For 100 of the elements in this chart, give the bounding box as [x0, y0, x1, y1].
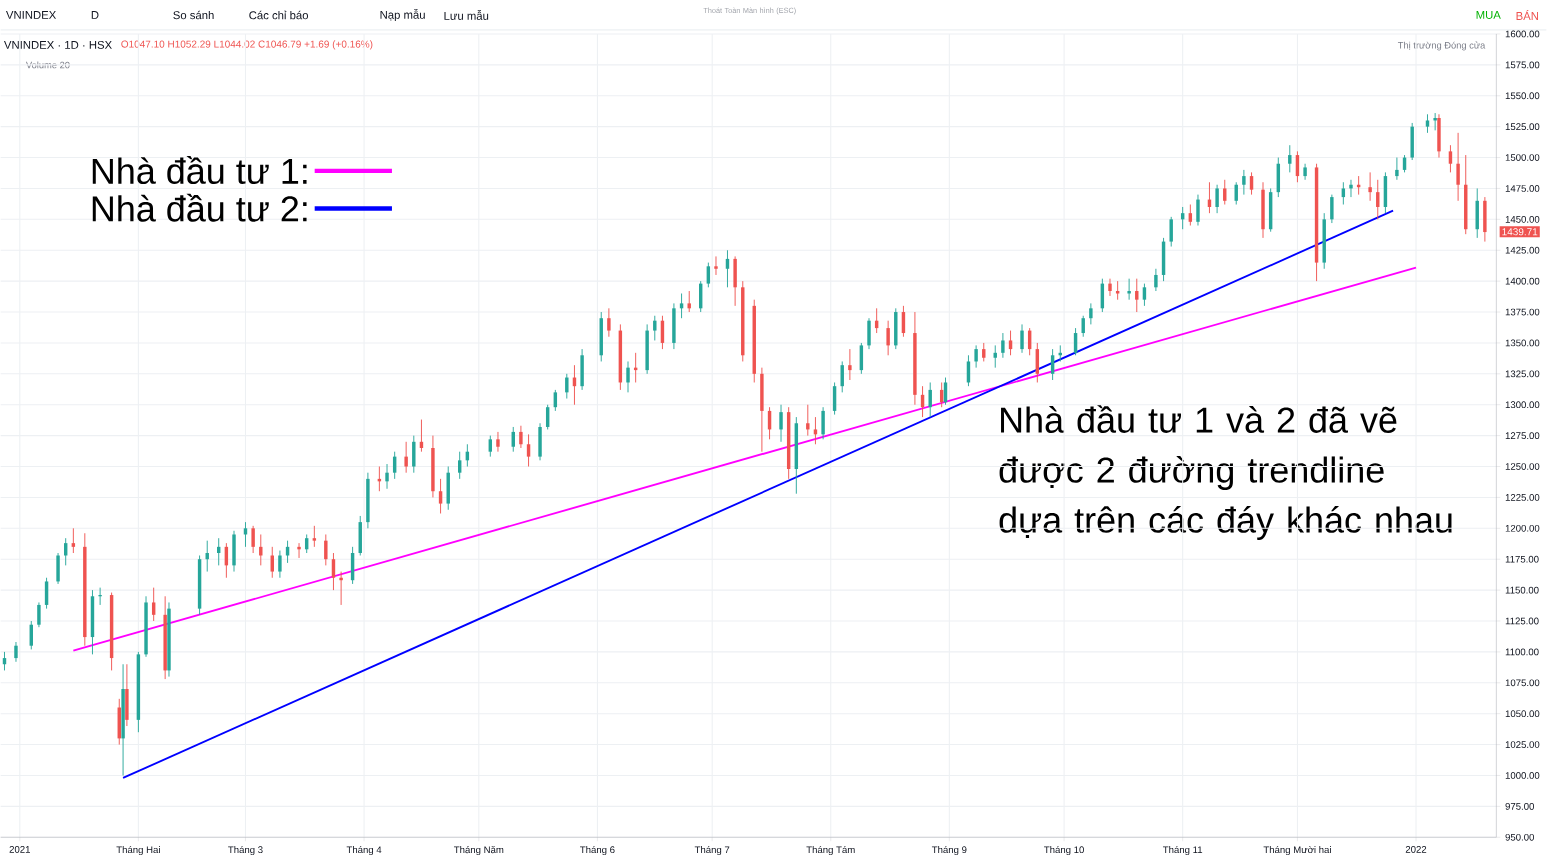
- candlestick: [1303, 163, 1307, 181]
- candlestick: [1368, 171, 1372, 202]
- candlestick: [779, 404, 783, 443]
- x-tick-label: Tháng Tám: [806, 845, 855, 855]
- y-tick-label: 1025.00: [1505, 741, 1540, 748]
- candlestick: [1169, 216, 1173, 247]
- candlestick: [251, 525, 255, 554]
- candlestick: [848, 348, 852, 381]
- x-tick-label: Tháng Năm: [453, 845, 504, 855]
- annotation: Thị trường Đóng cửa: [1397, 41, 1486, 51]
- y-tick-label: 1150.00: [1505, 586, 1539, 594]
- text: VNINDEX: [5, 10, 57, 19]
- legend-label: Nhà đầu tư 2:: [92, 193, 307, 222]
- text: 1439.71: [1502, 228, 1538, 236]
- y-tick-label: 1175.00: [1505, 555, 1539, 563]
- x-tick-label: Tháng 11: [1162, 845, 1203, 855]
- candlestick: [457, 451, 462, 480]
- candlestick: [1288, 144, 1292, 173]
- y-tick-label: 1000.00: [1505, 771, 1540, 779]
- candlestick: [404, 441, 408, 474]
- candlestick: [607, 307, 611, 338]
- y-tick-label: 1325.00: [1505, 370, 1540, 378]
- candlestick: [1135, 278, 1139, 313]
- candlestick: [1089, 302, 1093, 325]
- y-tick-label: 1475.00: [1505, 184, 1540, 192]
- candlestick: [1108, 278, 1112, 297]
- y-tick-label: 1525.00: [1505, 123, 1540, 130]
- text: Lưu mẫu: [444, 9, 489, 20]
- x-tick-label: Tháng 3: [228, 845, 263, 855]
- y-tick-label: 1200.00: [1505, 524, 1540, 532]
- y-tick-label: 1375.00: [1505, 308, 1540, 316]
- y-tick-label: 1125.00: [1505, 617, 1539, 625]
- candlestick: [312, 525, 317, 548]
- candlestick: [1020, 323, 1024, 354]
- candlestick: [886, 320, 890, 356]
- text: So sánh: [173, 10, 214, 20]
- candlestick: [488, 435, 493, 457]
- candlestick: [1341, 181, 1346, 205]
- candlestick: [324, 533, 328, 566]
- candlestick: [974, 344, 978, 368]
- candlestick: [1188, 203, 1193, 226]
- candlestick: [1215, 184, 1219, 214]
- candlestick: [496, 431, 500, 453]
- candlestick: [1448, 144, 1453, 173]
- y-tick-label: 1425.00: [1505, 246, 1540, 254]
- x-tick-label: Tháng 7: [694, 845, 730, 855]
- x-tick-label: Tháng Mười hai: [1263, 845, 1331, 855]
- candlestick: [1196, 194, 1200, 226]
- x-tick-label: 2021: [9, 845, 30, 853]
- chart-title: VNINDEX · 1D · HSX: [3, 40, 112, 49]
- candlestick: [1395, 156, 1399, 181]
- x-tick-label: Tháng Hai: [116, 845, 160, 855]
- y-tick-label: 975.00: [1505, 802, 1535, 810]
- candlestick: [1223, 179, 1227, 205]
- text: D: [91, 10, 99, 19]
- candlestick: [151, 587, 156, 622]
- y-tick-label: 1275.00: [1505, 432, 1540, 439]
- y-tick-label: 1500.00: [1505, 154, 1540, 161]
- candlestick: [438, 478, 443, 514]
- candlestick: [928, 381, 932, 418]
- x-tick-label: Tháng 10: [1044, 845, 1084, 855]
- candlestick: [1001, 332, 1005, 359]
- y-tick-label: 1100.00: [1505, 648, 1539, 656]
- candlestick: [1142, 283, 1147, 307]
- x-tick-label: Tháng 9: [931, 845, 967, 855]
- candlestick: [626, 360, 630, 393]
- x-tick-label: Tháng 4: [346, 845, 382, 855]
- candlestick: [270, 546, 274, 579]
- candlestick: [1425, 113, 1430, 134]
- candlestick: [1330, 194, 1334, 224]
- y-tick-label: 1050.00: [1505, 710, 1540, 717]
- y-tick-label: 1350.00: [1505, 339, 1540, 347]
- candlestick: [806, 404, 810, 436]
- annotation: Volume 20: [25, 61, 70, 69]
- text: BÁN: [1516, 9, 1538, 20]
- candlestick: [519, 425, 523, 449]
- candlestick: [1456, 132, 1460, 202]
- y-tick-label: 1300.00: [1505, 401, 1540, 408]
- text: O1047.10 H1052.29 L1044.02 C1046.79 +1.69 (+0.16%): [121, 40, 373, 50]
- candlestick: [714, 255, 718, 276]
- candlestick: [821, 406, 825, 440]
- y-tick-label: 1575.00: [1505, 61, 1540, 69]
- y-tick-label: 1550.00: [1505, 92, 1540, 100]
- candlestick: [1008, 329, 1013, 356]
- candlestick: [14, 641, 18, 663]
- candlestick: [71, 527, 76, 554]
- legend-label: Nhà đầu tư 1:: [92, 155, 307, 184]
- candlestick: [706, 262, 711, 288]
- candlestick: [565, 373, 569, 399]
- text: Các chỉ báo: [249, 10, 309, 20]
- candlestick: [278, 549, 282, 579]
- y-tick-label: 950.00: [1505, 833, 1535, 841]
- candlestick: [1242, 169, 1246, 195]
- candlestick: [259, 533, 263, 566]
- candlestick: [526, 433, 531, 467]
- candlestick: [1349, 179, 1353, 198]
- y-tick-label: 1450.00: [1505, 215, 1540, 223]
- y-tick-label: 1075.00: [1505, 679, 1540, 687]
- x-tick-label: 2022: [1405, 845, 1427, 853]
- candlestick: [687, 290, 691, 313]
